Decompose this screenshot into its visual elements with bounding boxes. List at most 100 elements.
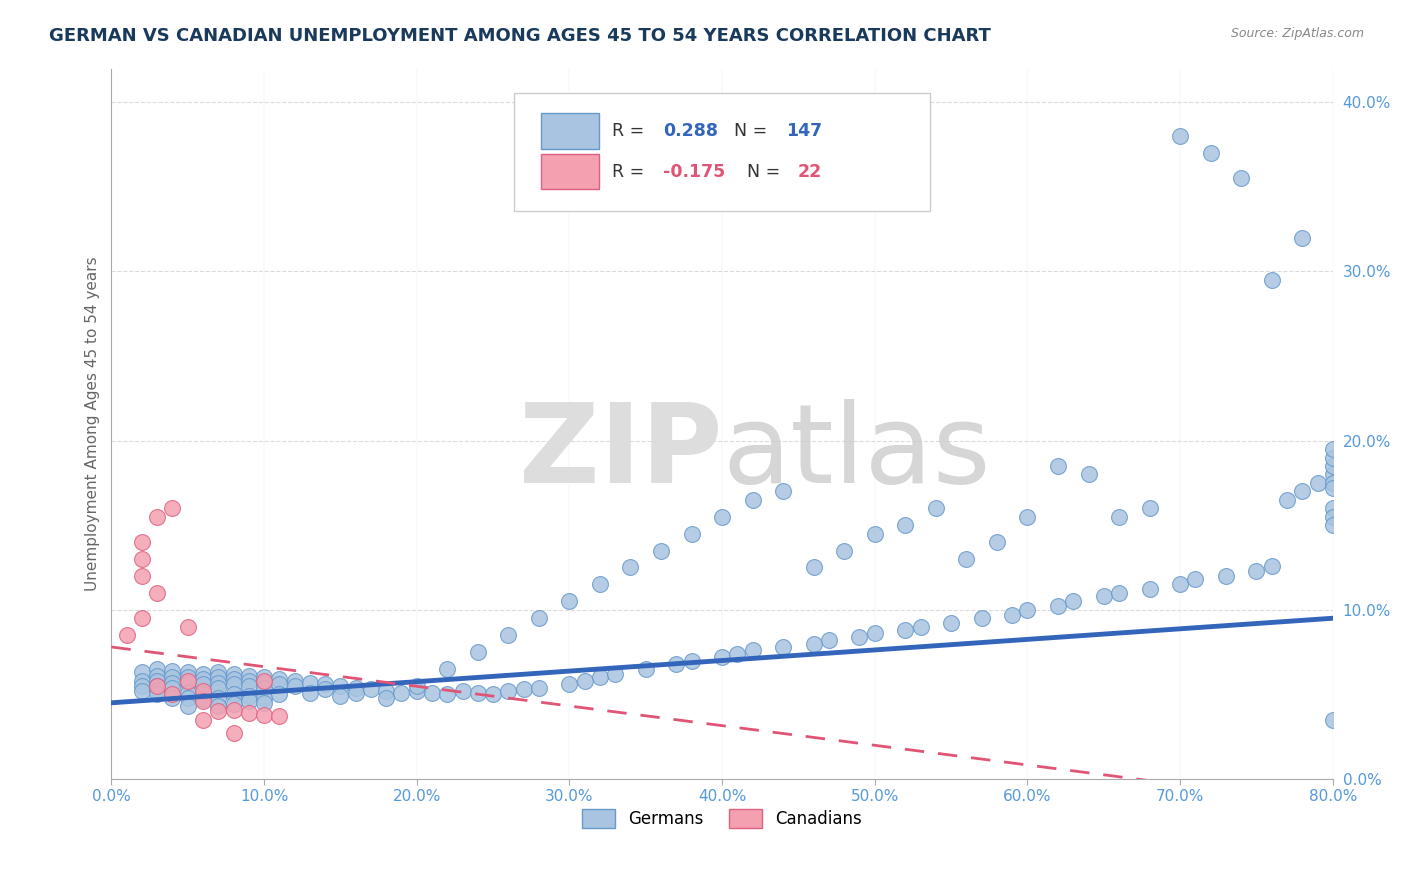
Point (681, 653, 703, 667)
Point (1017, 509, 1039, 524)
Point (131, 684, 153, 698)
Point (986, 535, 1008, 549)
Point (558, 677, 581, 691)
Point (222, 687, 245, 701)
Point (1062, 594, 1084, 608)
Point (222, 677, 245, 691)
Point (207, 681, 229, 695)
Point (284, 679, 307, 693)
Point (191, 684, 214, 698)
Point (498, 684, 520, 698)
Text: Source: ZipAtlas.com: Source: ZipAtlas.com (1230, 27, 1364, 40)
Point (162, 670, 184, 684)
Point (772, 484, 794, 499)
Point (832, 543, 855, 558)
Point (344, 681, 367, 695)
Point (238, 673, 260, 688)
Point (589, 670, 612, 684)
Point (1322, 458, 1344, 473)
Point (269, 672, 291, 686)
Point (711, 650, 734, 665)
Point (1322, 442, 1344, 456)
Point (177, 690, 200, 705)
Point (298, 686, 321, 700)
Point (1275, 492, 1298, 507)
Point (711, 509, 734, 524)
Point (1291, 230, 1313, 244)
Point (1168, 129, 1191, 144)
Point (146, 679, 169, 693)
Point (191, 677, 214, 691)
Point (131, 611, 153, 625)
Point (405, 679, 427, 693)
Point (191, 694, 214, 708)
Text: 22: 22 (797, 162, 823, 180)
Point (420, 686, 443, 700)
Point (634, 662, 657, 676)
Point (177, 670, 200, 684)
Point (269, 687, 291, 701)
Point (803, 560, 825, 574)
Point (162, 501, 184, 516)
Point (1322, 501, 1344, 516)
Point (344, 686, 367, 700)
Point (527, 681, 550, 695)
Point (177, 699, 200, 714)
Point (222, 672, 245, 686)
Point (741, 643, 763, 657)
Point (207, 665, 229, 680)
Point (1139, 501, 1161, 516)
Point (191, 672, 214, 686)
Text: GERMAN VS CANADIAN UNEMPLOYMENT AMONG AGES 45 TO 54 YEARS CORRELATION CHART: GERMAN VS CANADIAN UNEMPLOYMENT AMONG AG… (49, 27, 991, 45)
Point (177, 675, 200, 690)
Point (1322, 475, 1344, 490)
Point (1291, 484, 1313, 499)
Point (177, 620, 200, 634)
Point (451, 684, 474, 698)
Point (146, 679, 169, 693)
Point (360, 682, 382, 697)
Point (115, 628, 138, 642)
Point (436, 687, 458, 701)
Point (1184, 572, 1206, 586)
Point (253, 673, 276, 688)
Point (253, 675, 276, 690)
Point (681, 526, 703, 541)
Point (329, 689, 352, 703)
Point (605, 667, 627, 681)
FancyBboxPatch shape (541, 113, 599, 149)
Point (391, 686, 413, 700)
Point (162, 681, 184, 695)
Point (1322, 450, 1344, 465)
Text: R =: R = (612, 162, 650, 180)
Point (375, 690, 398, 705)
Point (1322, 713, 1344, 727)
Text: ZIP: ZIP (519, 399, 723, 506)
Point (222, 667, 245, 681)
Point (725, 647, 748, 661)
Point (665, 657, 688, 671)
Point (1046, 599, 1069, 614)
Point (191, 667, 214, 681)
Point (207, 675, 229, 690)
Point (329, 679, 352, 693)
Point (818, 633, 841, 648)
Point (253, 696, 276, 710)
Text: 147: 147 (786, 122, 821, 140)
Point (741, 492, 763, 507)
Point (1017, 603, 1039, 617)
Point (253, 690, 276, 705)
Point (803, 637, 825, 651)
Point (1260, 558, 1282, 573)
Point (1046, 458, 1069, 473)
Point (1077, 467, 1099, 482)
Point (574, 673, 596, 688)
Point (467, 686, 489, 700)
Point (910, 620, 932, 634)
Point (131, 673, 153, 688)
Point (1199, 146, 1222, 161)
Point (146, 586, 169, 600)
Point (131, 535, 153, 549)
Point (1246, 564, 1268, 578)
Point (238, 689, 260, 703)
